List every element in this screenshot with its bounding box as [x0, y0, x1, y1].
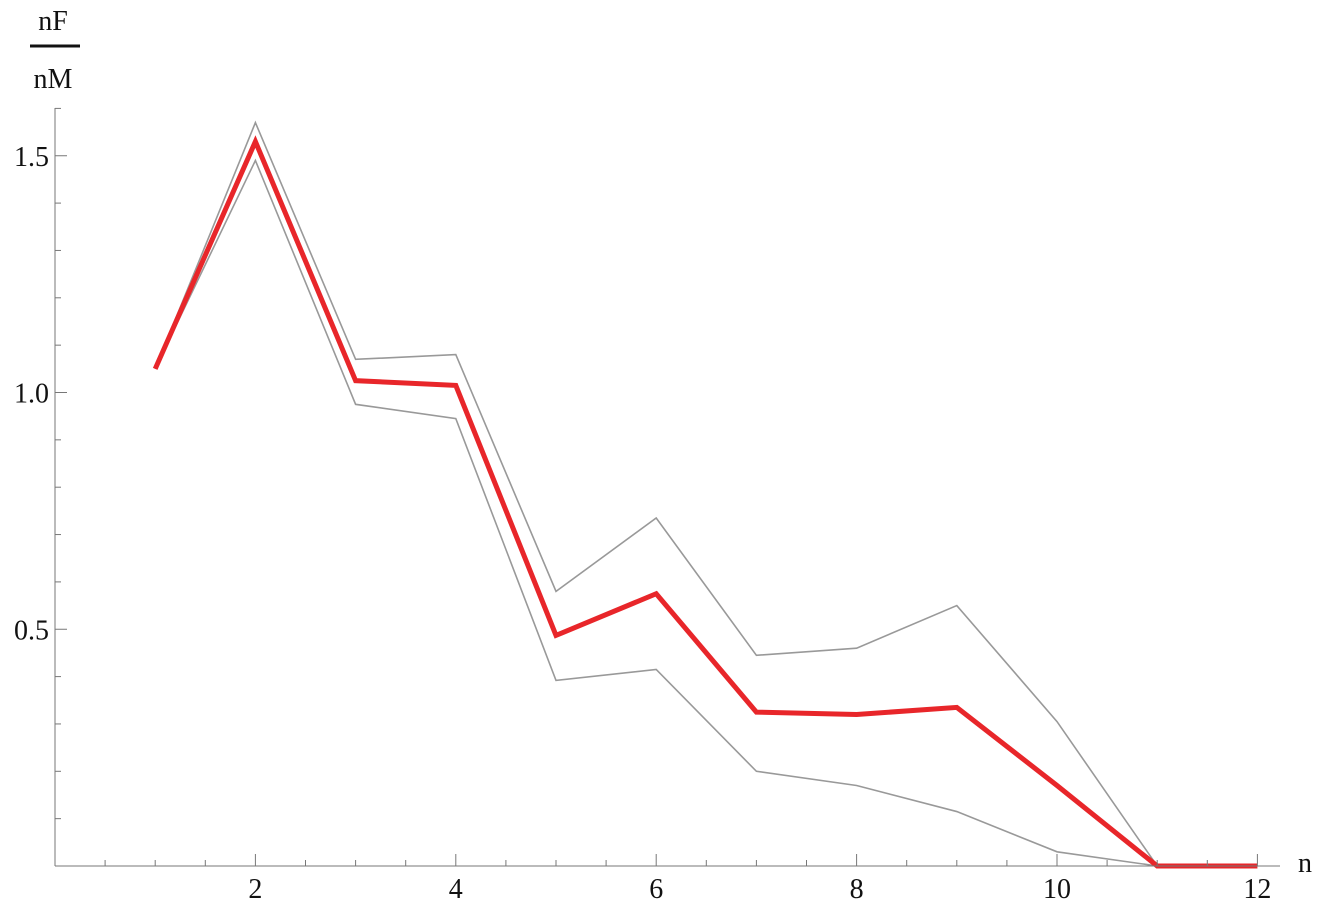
axes-layer [54, 108, 1280, 867]
y-axis-label-denominator: nM [34, 64, 73, 95]
y-tick-label: 1.5 [14, 142, 49, 173]
series-layer [152, 120, 1258, 869]
y-tick-label: 0.5 [14, 615, 49, 646]
labels-layer: n nF nM [30, 6, 1312, 879]
x-tick-label: 12 [1243, 874, 1271, 902]
x-tick-label: 8 [850, 874, 864, 902]
x-tick-label: 10 [1043, 874, 1071, 902]
y-axis-label-numerator: nF [38, 6, 68, 37]
x-tick-label: 6 [649, 874, 663, 902]
series-line-main [152, 135, 1258, 869]
x-tick-label: 2 [248, 874, 262, 902]
y-tick-label: 1.0 [14, 379, 49, 410]
x-axis-label: n [1298, 848, 1312, 879]
ticks-layer: 2 4 6 8 10 12 0.5 1.0 1.5 [14, 107, 1271, 902]
x-tick-label: 4 [449, 874, 463, 902]
series-line-lower-bound [154, 158, 1258, 867]
series-line-upper-bound [154, 120, 1258, 867]
